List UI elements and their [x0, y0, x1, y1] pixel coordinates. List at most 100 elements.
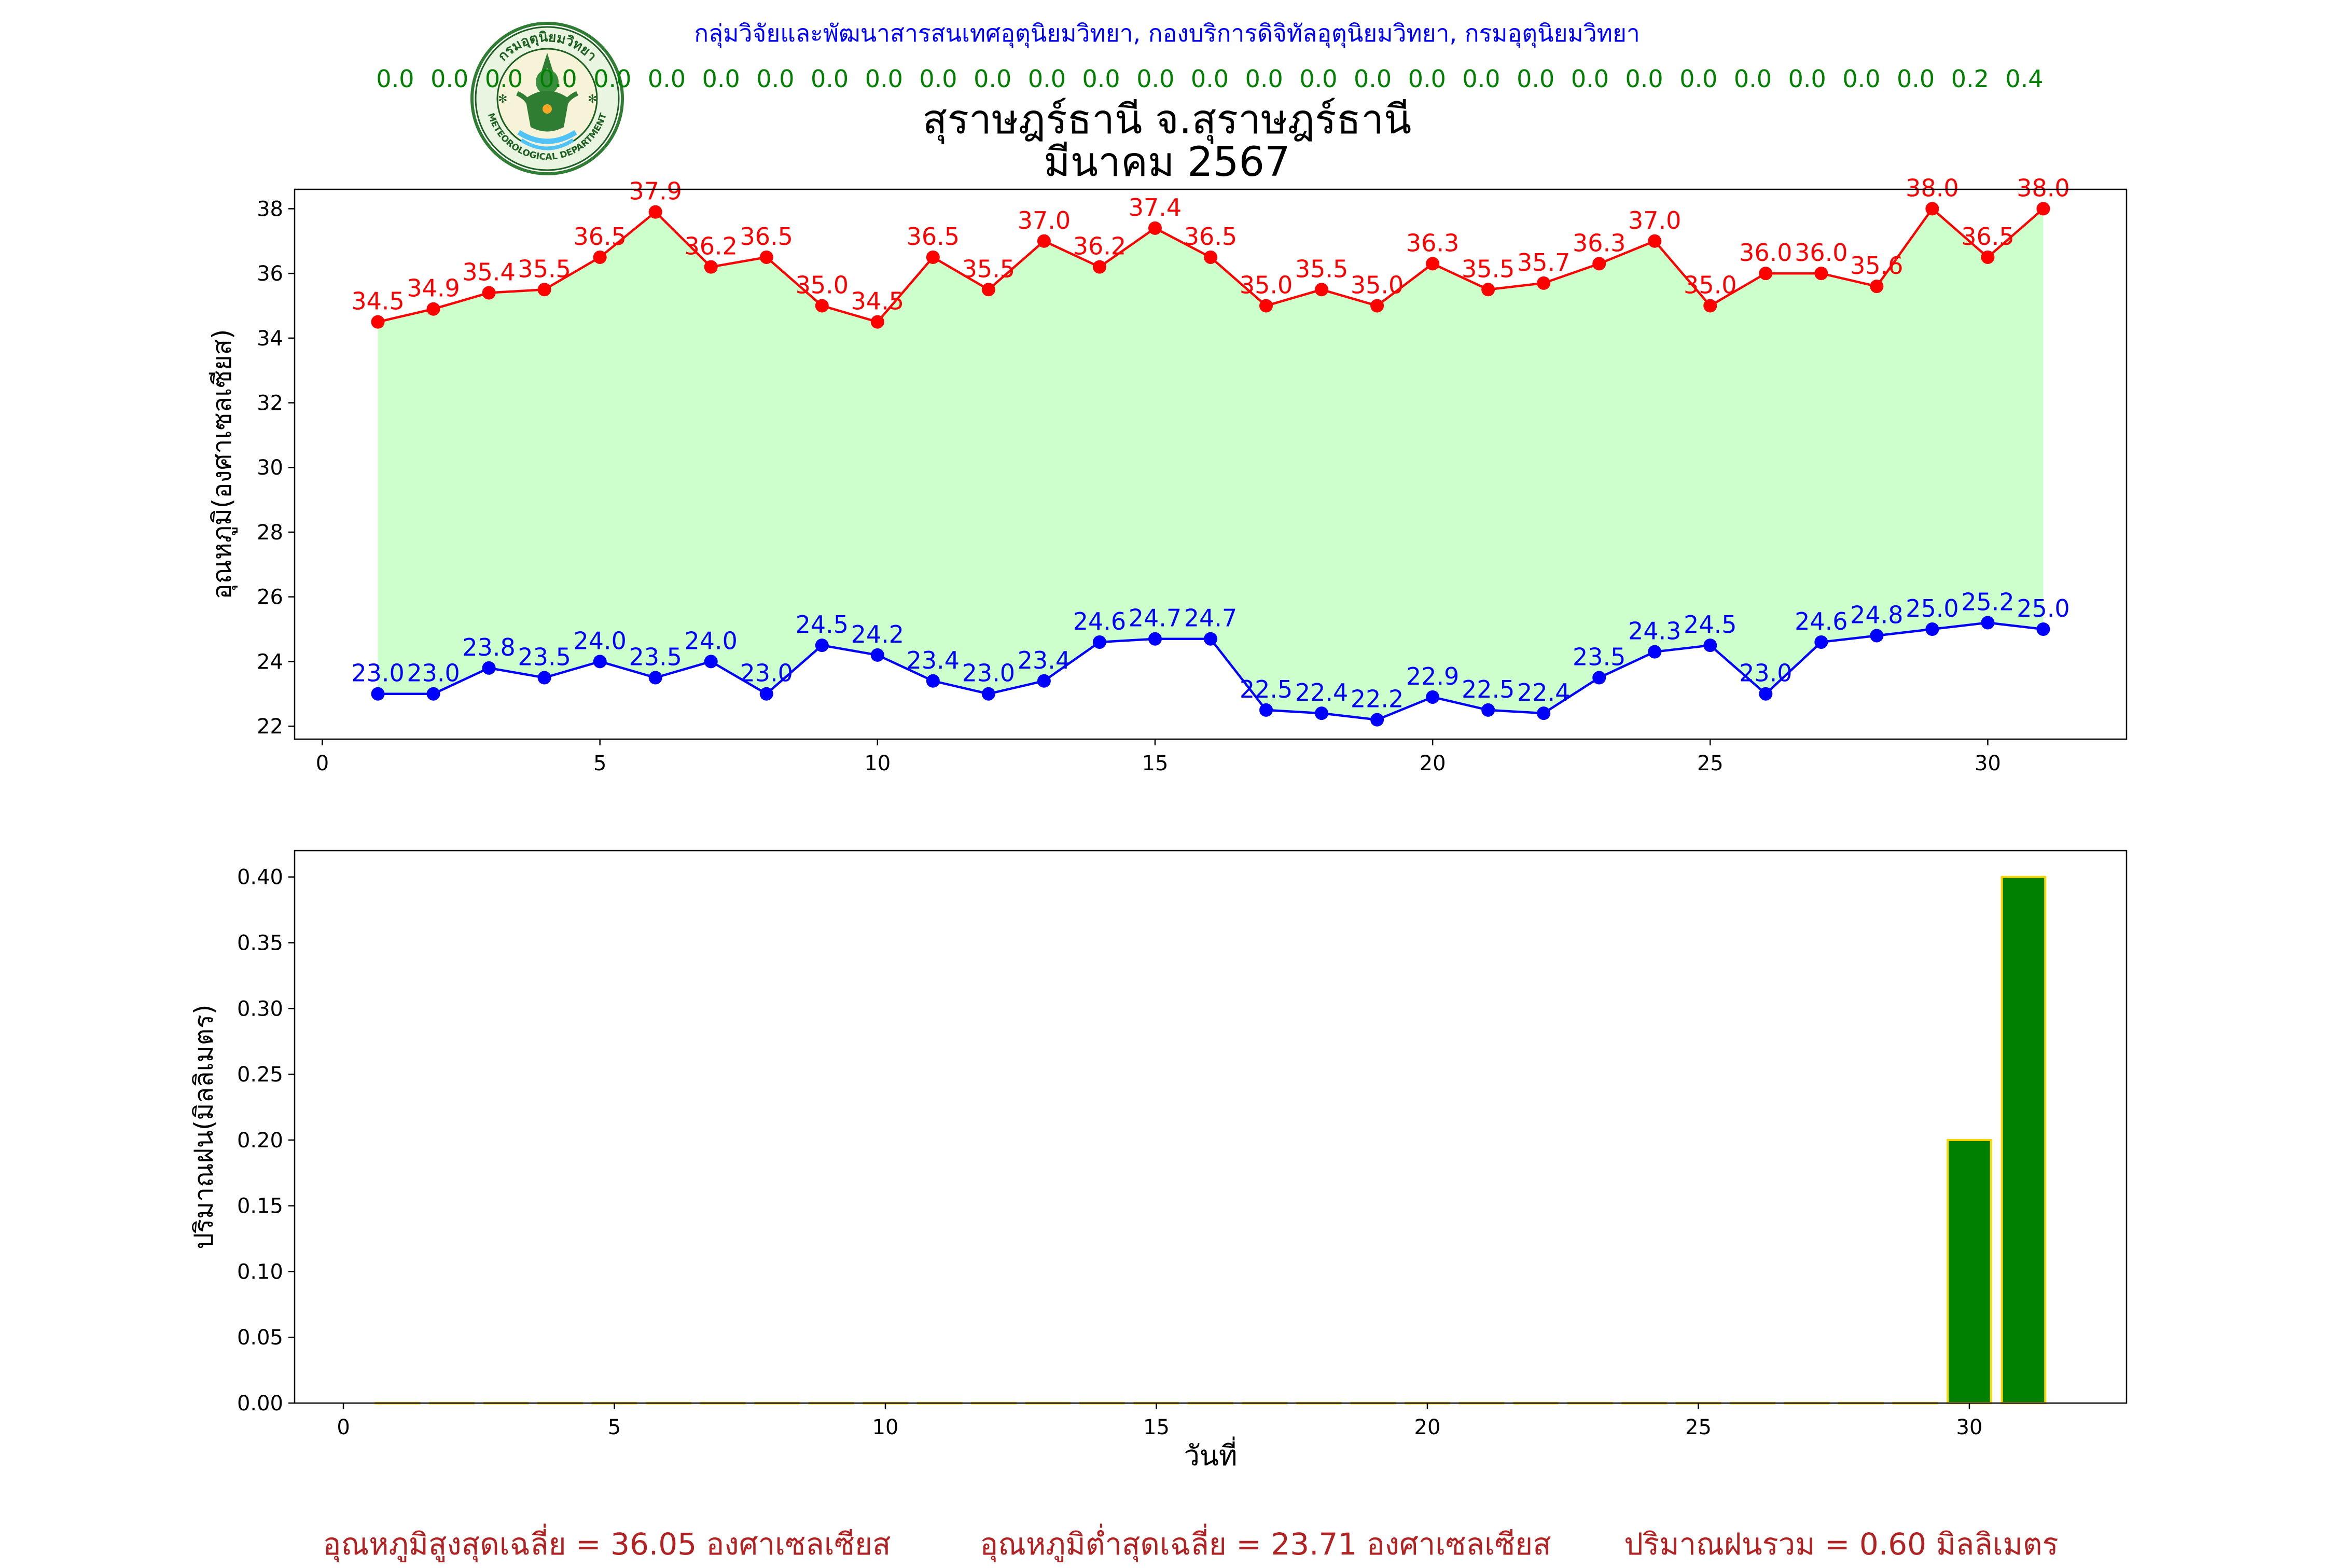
max-temp-label: 36.5: [740, 223, 793, 251]
max-temp-label: 37.0: [1628, 206, 1681, 234]
y-tick-label: 0.00: [237, 1392, 283, 1416]
rain-row-value: 0.0: [865, 65, 903, 93]
rain-row-value: 0.0: [376, 65, 414, 93]
summary-avg-min: อุณหภูมิต่ำสุดเฉลี่ย = 23.71 องศาเซลเซีย…: [980, 1527, 1551, 1562]
rain-row-value: 0.0: [593, 65, 631, 93]
chart-title-station: สุราษฎร์ธานี จ.สุราษฎร์ธานี: [922, 96, 1412, 143]
svg-text:✻: ✻: [588, 93, 597, 106]
max-temp-point: [1426, 257, 1440, 271]
max-temp-label: 36.5: [907, 223, 960, 251]
max-temp-point: [815, 299, 829, 313]
min-temp-point: [1426, 690, 1440, 704]
max-temp-point: [1259, 299, 1273, 313]
min-temp-point: [926, 674, 940, 688]
max-temp-point: [1204, 250, 1217, 264]
x-tick-label: 15: [1142, 752, 1169, 775]
rain-row-value: 0.0: [1626, 65, 1663, 93]
x-tick-label: 15: [1143, 1416, 1170, 1439]
max-temp-label: 36.2: [1073, 232, 1126, 260]
min-temp-label: 23.5: [629, 643, 682, 671]
min-temp-label: 25.2: [1961, 588, 2014, 616]
min-temp-point: [1148, 632, 1162, 646]
min-temp-point: [1759, 687, 1773, 701]
y-tick-label: 0.10: [237, 1260, 283, 1284]
max-temp-label: 36.3: [1573, 229, 1626, 257]
min-temp-label: 24.5: [1684, 610, 1736, 639]
min-temp-point: [482, 661, 496, 675]
tmd-logo: กรมอุตุนิยมวิทยา METEOROLOGICAL DEPARTME…: [470, 22, 624, 175]
y-tick-label: 32: [257, 392, 283, 415]
y-tick-label: 22: [257, 715, 283, 739]
min-temp-label: 22.5: [1462, 675, 1515, 703]
rain-row-value: 0.0: [1571, 65, 1609, 93]
x-tick-label: 25: [1697, 752, 1724, 775]
temperature-chart: 34.5 34.935.4 35.536.537.936.2 36.535.034.5…: [207, 174, 2128, 775]
max-temp-point: [1481, 283, 1495, 297]
min-temp-point: [1204, 632, 1217, 646]
rain-row-value: 0.0: [1408, 65, 1446, 93]
max-temp-point: [870, 315, 884, 329]
max-temp-point: [1925, 202, 1939, 216]
min-temp-label: 25.0: [1906, 594, 1958, 622]
min-temp-label: 23.0: [962, 659, 1015, 687]
y-tick-label: 28: [257, 521, 283, 545]
min-temp-point: [1648, 645, 1662, 659]
min-temp-label: 22.9: [1406, 662, 1459, 690]
x-tick-label: 30: [1975, 752, 2001, 775]
max-temp-label: 35.5: [962, 255, 1015, 283]
min-temp-point: [648, 671, 662, 685]
min-temp-point: [1481, 703, 1495, 717]
rain-row-value: 0.0: [756, 65, 794, 93]
x-tick-label: 10: [864, 752, 891, 775]
y-tick-label: 0.35: [237, 932, 283, 955]
x-tick-label: 20: [1420, 752, 1446, 775]
rainfall-axes-frame: [294, 850, 2128, 1404]
rain-row-value: 0.0: [811, 65, 849, 93]
max-temp-label: 35.0: [1240, 271, 1293, 299]
daily-rain-row: 0.0 0.0 0.0 0.0 0.0 0.0 0.0 0.0 0.0 0.0 0.0 0.0 0.0 0…: [376, 65, 2043, 93]
rain-row-value: 0.0: [1191, 65, 1229, 93]
max-temp-label: 35.5: [1295, 255, 1348, 283]
rain-row-value: 0.0: [1788, 65, 1826, 93]
max-temp-label: 37.9: [629, 177, 682, 205]
max-temp-point: [1148, 221, 1162, 235]
max-temp-point: [426, 302, 440, 316]
rain-row-value: 0.0: [1354, 65, 1392, 93]
max-temp-point: [1592, 257, 1606, 271]
min-temp-label: 23.4: [907, 646, 960, 674]
rain-row-value: 0.0: [702, 65, 740, 93]
max-temp-label: 36.0: [1795, 239, 1847, 267]
rain-row-value: 0.0: [485, 65, 523, 93]
rain-row-value: 0.0: [974, 65, 1011, 93]
min-temp-point: [870, 648, 884, 662]
max-temp-label: 35.0: [1351, 271, 1404, 299]
temperature-y-axis-label: อุณหภูมิ(องศาเซลเซียส): [207, 329, 238, 599]
y-tick-label: 0.15: [237, 1195, 283, 1218]
rain-row-value: 0.0: [1734, 65, 1772, 93]
min-temp-label: 24.6: [1073, 607, 1126, 635]
min-temp-label: 24.7: [1184, 604, 1237, 632]
max-temp-label: 36.5: [1184, 223, 1237, 251]
max-temp-label: 35.0: [1684, 271, 1736, 299]
rain-row-value: 0.0: [539, 65, 577, 93]
rain-row-value: 0.0: [1897, 65, 1935, 93]
y-tick-label: 24: [257, 650, 283, 674]
min-temp-label: 24.6: [1795, 607, 1847, 635]
min-temp-point: [1925, 622, 1939, 636]
min-temp-label: 22.5: [1240, 675, 1293, 703]
max-temp-label: 35.5: [518, 255, 571, 283]
svg-text:✻: ✻: [498, 93, 507, 106]
max-temp-point: [759, 250, 773, 264]
min-temp-label: 23.0: [740, 659, 793, 687]
rainfall-y-axis-label: ปริมาณฝน(มิลลิเมตร): [189, 1004, 219, 1249]
max-temp-point: [1092, 260, 1106, 274]
max-temp-label: 38.0: [1906, 174, 1958, 202]
rain-row-value: 0.0: [1462, 65, 1500, 93]
summary-total-rain: ปริมาณฝนรวม = 0.60 มิลลิเมตร: [1624, 1527, 2059, 1562]
max-temp-point: [1814, 267, 1828, 281]
y-tick-label: 0.25: [237, 1063, 283, 1087]
min-temp-point: [1370, 713, 1384, 727]
max-temp-point: [482, 286, 496, 300]
max-temp-point: [1759, 267, 1773, 281]
